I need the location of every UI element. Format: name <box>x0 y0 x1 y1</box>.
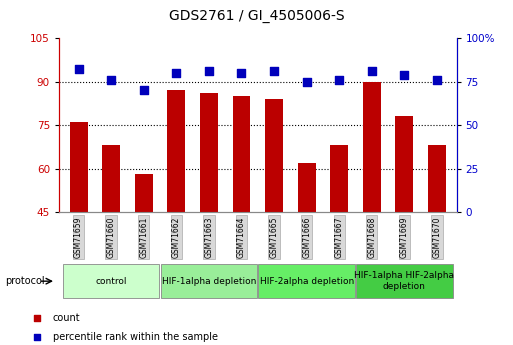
Point <box>107 77 115 82</box>
Text: percentile rank within the sample: percentile rank within the sample <box>53 333 218 342</box>
Point <box>303 79 311 84</box>
Point <box>400 72 408 77</box>
Text: GSM71665: GSM71665 <box>269 216 279 258</box>
Text: HIF-1alpha depletion: HIF-1alpha depletion <box>162 277 256 286</box>
Bar <box>265 99 283 212</box>
Bar <box>135 175 153 212</box>
Bar <box>298 163 315 212</box>
Point <box>238 70 246 76</box>
Point <box>433 77 441 82</box>
Bar <box>232 96 250 212</box>
Point <box>172 70 181 76</box>
FancyBboxPatch shape <box>161 264 257 298</box>
Point <box>205 68 213 74</box>
Point <box>33 315 41 321</box>
Bar <box>428 145 446 212</box>
Point <box>335 77 343 82</box>
Text: protocol: protocol <box>5 276 45 286</box>
Text: GSM71662: GSM71662 <box>172 217 181 258</box>
Text: GSM71663: GSM71663 <box>204 216 213 258</box>
FancyBboxPatch shape <box>356 264 452 298</box>
FancyBboxPatch shape <box>259 264 355 298</box>
Point <box>74 67 83 72</box>
Bar <box>102 145 120 212</box>
Text: GSM71668: GSM71668 <box>367 217 377 258</box>
Bar <box>396 116 413 212</box>
Text: HIF-1alpha HIF-2alpha
depletion: HIF-1alpha HIF-2alpha depletion <box>354 272 455 291</box>
Text: GDS2761 / GI_4505006-S: GDS2761 / GI_4505006-S <box>169 9 344 23</box>
Point <box>140 87 148 93</box>
Text: control: control <box>95 277 127 286</box>
Point <box>368 68 376 74</box>
Point <box>270 68 278 74</box>
Text: GSM71664: GSM71664 <box>237 216 246 258</box>
Text: GSM71670: GSM71670 <box>432 216 442 258</box>
Bar <box>363 81 381 212</box>
Bar <box>70 122 88 212</box>
Point <box>33 335 41 340</box>
Bar <box>200 93 218 212</box>
Text: GSM71666: GSM71666 <box>302 216 311 258</box>
Text: GSM71660: GSM71660 <box>107 216 115 258</box>
Bar <box>330 145 348 212</box>
FancyBboxPatch shape <box>63 264 160 298</box>
Text: GSM71661: GSM71661 <box>139 217 148 258</box>
Text: GSM71669: GSM71669 <box>400 216 409 258</box>
Text: HIF-2alpha depletion: HIF-2alpha depletion <box>260 277 354 286</box>
Text: count: count <box>53 313 80 323</box>
Bar <box>167 90 185 212</box>
Text: GSM71667: GSM71667 <box>335 216 344 258</box>
Text: GSM71659: GSM71659 <box>74 216 83 258</box>
